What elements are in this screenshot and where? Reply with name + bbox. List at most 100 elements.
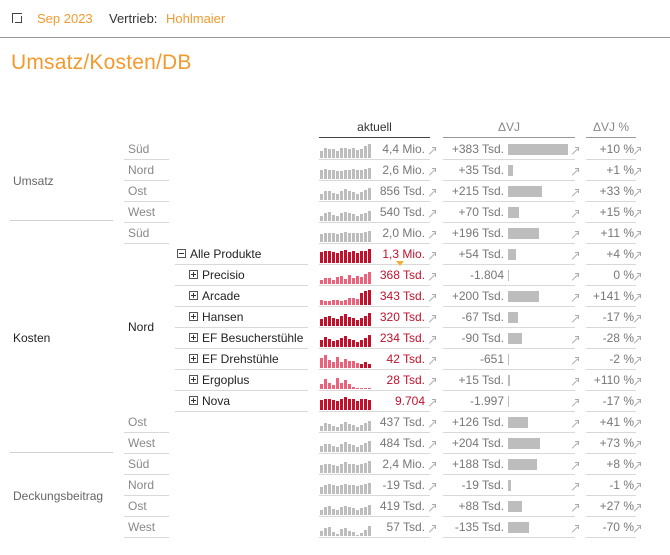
drill-arrow-icon[interactable] [632, 483, 641, 492]
drill-arrow-icon[interactable] [570, 147, 579, 156]
drill-arrow-icon[interactable] [427, 168, 436, 177]
expand-icon[interactable] [189, 291, 198, 300]
drill-arrow-icon[interactable] [427, 420, 436, 429]
drill-arrow-icon[interactable] [632, 189, 641, 198]
row-divider [124, 432, 169, 433]
product-row[interactable]: Precisio 368 Tsd. -1.804 0 % [0, 265, 670, 286]
expand-icon[interactable] [189, 333, 198, 342]
drill-arrow-icon[interactable] [570, 189, 579, 198]
row-divider [124, 159, 169, 160]
expand-icon[interactable] [189, 396, 198, 405]
drill-arrow-icon[interactable] [632, 231, 641, 240]
drill-arrow-icon[interactable] [570, 315, 579, 324]
drill-arrow-icon[interactable] [427, 399, 436, 408]
drill-arrow-icon[interactable] [570, 504, 579, 513]
sparkline-bar [328, 149, 331, 158]
expand-icon[interactable] [189, 375, 198, 384]
drill-arrow-icon[interactable] [632, 420, 641, 429]
drill-arrow-icon[interactable] [570, 525, 579, 534]
sparkline-bar [352, 148, 355, 158]
expand-icon[interactable] [189, 354, 198, 363]
drill-arrow-icon[interactable] [632, 294, 641, 303]
period-filter[interactable]: Sep 2023 [37, 11, 93, 26]
drill-arrow-icon[interactable] [427, 294, 436, 303]
drill-arrow-icon[interactable] [427, 336, 436, 345]
drill-arrow-icon[interactable] [570, 378, 579, 387]
drill-arrow-icon[interactable] [570, 210, 579, 219]
delta-vj-percent: +110 % [593, 373, 634, 387]
row-divider [443, 432, 575, 433]
drill-arrow-icon[interactable] [570, 357, 579, 366]
drill-arrow-icon[interactable] [427, 378, 436, 387]
drill-arrow-icon[interactable] [427, 462, 436, 471]
drill-arrow-icon[interactable] [427, 231, 436, 240]
drill-arrow-icon[interactable] [570, 252, 579, 261]
product-row[interactable]: Nova 9.704 -1.997 -17 % [0, 391, 670, 412]
drill-arrow-icon[interactable] [427, 441, 436, 450]
product-label[interactable]: Alle Produkte [190, 247, 262, 261]
product-label[interactable]: Arcade [202, 289, 241, 303]
drill-arrow-icon[interactable] [632, 399, 641, 408]
product-row[interactable]: Arcade 343 Tsd. +200 Tsd. +141 % [0, 286, 670, 307]
drill-arrow-icon[interactable] [427, 357, 436, 366]
expand-icon[interactable] [189, 270, 198, 279]
expand-icon[interactable] [189, 312, 198, 321]
sparkline-bar [368, 313, 371, 326]
drill-arrow-icon[interactable] [570, 399, 579, 408]
drill-arrow-icon[interactable] [427, 252, 436, 261]
drill-arrow-icon[interactable] [570, 168, 579, 177]
product-row[interactable]: Alle Produkte 1,3 Mio. +54 Tsd. +4 % [0, 244, 670, 266]
drill-arrow-icon[interactable] [632, 168, 641, 177]
drill-arrow-icon[interactable] [632, 504, 641, 513]
drill-arrow-icon[interactable] [632, 147, 641, 156]
drill-arrow-icon[interactable] [632, 252, 641, 261]
drill-arrow-icon[interactable] [632, 525, 641, 534]
product-row[interactable]: Ergoplus 28 Tsd. +15 Tsd. +110 % [0, 370, 670, 391]
drill-arrow-icon[interactable] [570, 273, 579, 282]
collapse-icon[interactable] [177, 249, 186, 258]
drill-arrow-icon[interactable] [427, 273, 436, 282]
drill-arrow-icon[interactable] [570, 462, 579, 471]
drill-arrow-icon[interactable] [427, 189, 436, 198]
row-divider [586, 180, 636, 181]
drill-arrow-icon[interactable] [632, 273, 641, 282]
drill-arrow-icon[interactable] [632, 315, 641, 324]
drill-arrow-icon[interactable] [427, 147, 436, 156]
sparkline [320, 373, 372, 389]
drill-arrow-icon[interactable] [632, 462, 641, 471]
product-label[interactable]: Hansen [202, 310, 244, 324]
drill-arrow-icon[interactable] [570, 483, 579, 492]
drill-arrow-icon[interactable] [427, 504, 436, 513]
drill-arrow-icon[interactable] [570, 231, 579, 240]
delta-vj-percent: -2 % [609, 352, 634, 366]
product-row[interactable]: Hansen 320 Tsd. -67 Tsd. -17 % [0, 307, 670, 328]
product-label[interactable]: EF Drehstühle [202, 352, 279, 366]
drill-arrow-icon[interactable] [427, 525, 436, 534]
expand-icon[interactable] [12, 13, 23, 24]
sales-filter-value[interactable]: Hohlmaier [166, 11, 226, 26]
sparkline-bar [336, 340, 339, 347]
current-value: 4,4 Mio. [382, 142, 425, 156]
drill-arrow-icon[interactable] [570, 420, 579, 429]
product-label[interactable]: Ergoplus [202, 373, 250, 387]
drill-arrow-icon[interactable] [570, 336, 579, 345]
drill-arrow-icon[interactable] [632, 357, 641, 366]
sparkline-bar [344, 359, 347, 368]
drill-arrow-icon[interactable] [427, 210, 436, 219]
sparkline-bar [336, 319, 339, 326]
sparkline-bar [368, 388, 371, 389]
drill-arrow-icon[interactable] [632, 441, 641, 450]
drill-arrow-icon[interactable] [570, 294, 579, 303]
drill-arrow-icon[interactable] [570, 441, 579, 450]
product-row[interactable]: EF Drehstühle 42 Tsd. -651 -2 % [0, 349, 670, 370]
drill-arrow-icon[interactable] [632, 210, 641, 219]
product-row[interactable]: EF Besucherstühle 234 Tsd. -90 Tsd. -28 % [0, 328, 670, 349]
product-label[interactable]: EF Besucherstühle [202, 331, 304, 345]
drill-arrow-icon[interactable] [632, 378, 641, 387]
product-label[interactable]: Precisio [202, 268, 245, 282]
drill-arrow-icon[interactable] [427, 483, 436, 492]
sparkline-bar [368, 526, 371, 536]
drill-arrow-icon[interactable] [632, 336, 641, 345]
product-label[interactable]: Nova [202, 394, 231, 408]
drill-arrow-icon[interactable] [427, 315, 436, 324]
